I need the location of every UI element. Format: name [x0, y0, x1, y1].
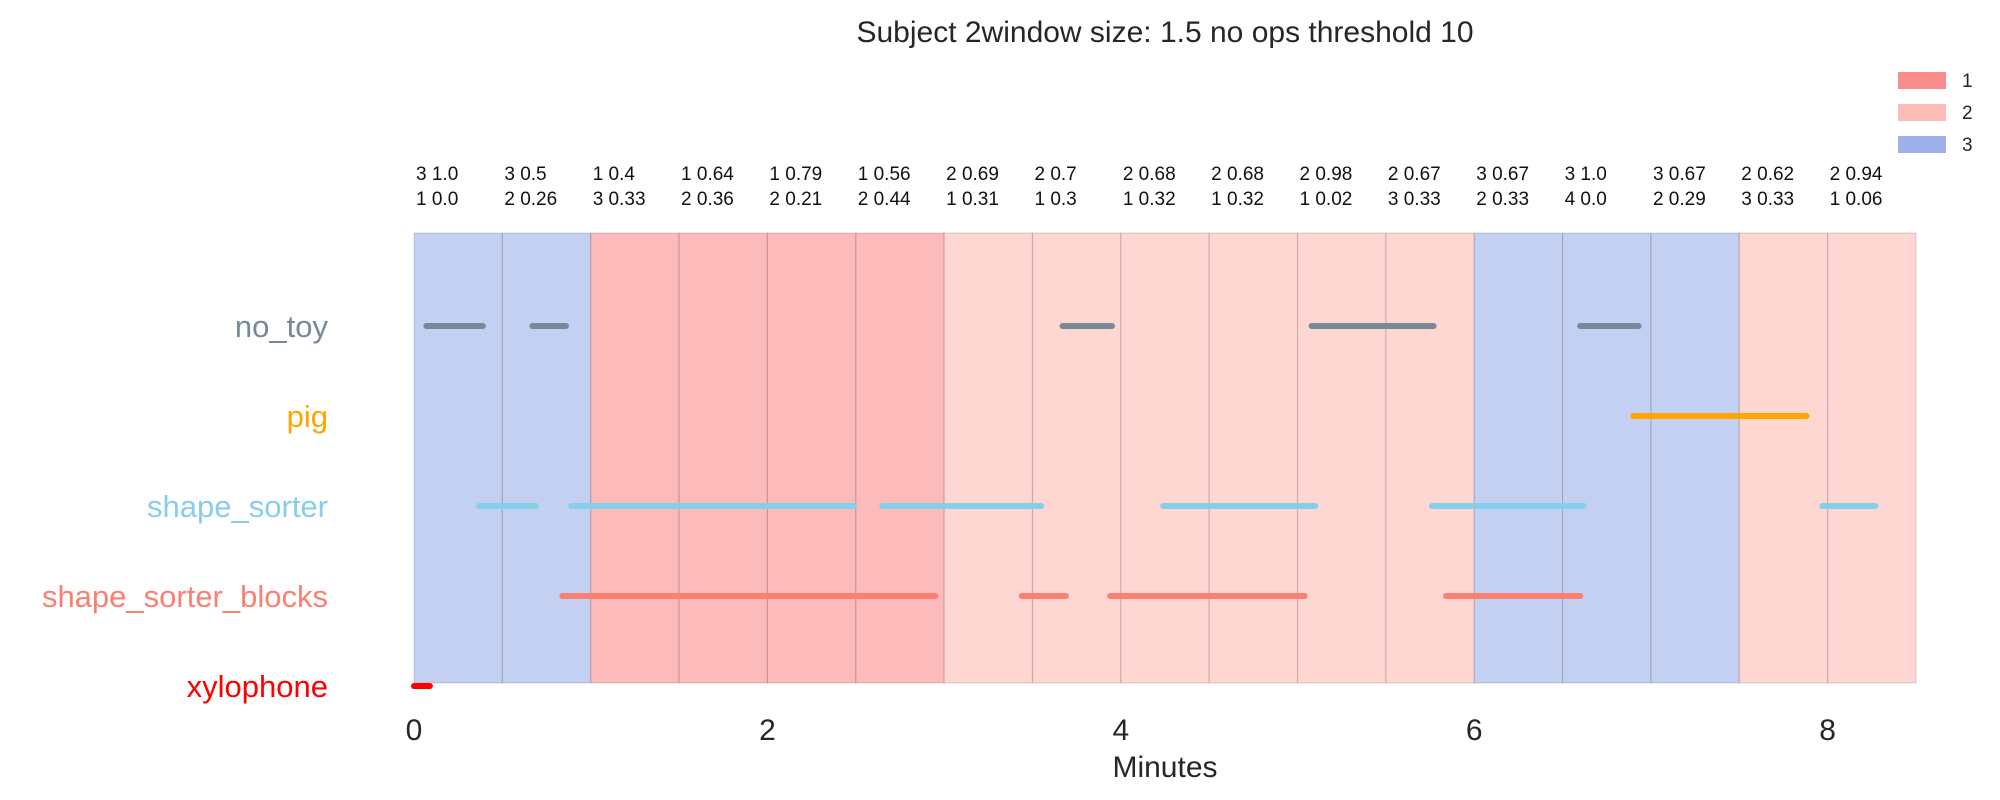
window-band	[1650, 232, 1740, 684]
x-axis-label: Minutes	[1112, 751, 1217, 784]
window-annotation: 2 0.68	[1123, 164, 1176, 185]
window-annotation: 2 0.98	[1300, 164, 1353, 185]
window-annotation: 1 0.32	[1211, 189, 1264, 210]
window-annotation: 2 0.67	[1388, 164, 1441, 185]
window-annotation: 1 0.31	[946, 189, 999, 210]
window-annotation: 1 0.64	[681, 164, 734, 185]
window-band	[1561, 232, 1652, 684]
legend: 1 2 3	[1898, 71, 1973, 156]
window-band	[1738, 232, 1829, 684]
window-annotation: 3 0.33	[1741, 189, 1794, 210]
window-band	[1827, 232, 1917, 684]
row-label: xylophone	[187, 669, 328, 704]
legend-swatch	[1898, 104, 1946, 121]
window-annotation: 1 0.4	[593, 164, 636, 185]
window-band	[1208, 232, 1299, 684]
window-annotation: 2 0.36	[681, 189, 734, 210]
legend-swatch	[1898, 72, 1946, 89]
window-band	[590, 232, 680, 684]
window-annotation: 1 0.06	[1830, 189, 1883, 210]
x-tick-label: 8	[1819, 714, 1836, 747]
window-annotation: 2 0.62	[1741, 164, 1794, 185]
legend-label: 2	[1962, 103, 1973, 124]
window-annotation: 1 0.79	[769, 164, 822, 185]
window-annotation: 2 0.94	[1830, 164, 1883, 185]
window-annotation: 2 0.68	[1211, 164, 1264, 185]
window-annotation: 2 0.29	[1653, 189, 1706, 210]
row-label: pig	[287, 399, 328, 434]
window-band	[1296, 232, 1387, 684]
window-annotation: 2 0.33	[1476, 189, 1529, 210]
x-tick-label: 0	[406, 714, 423, 747]
window-annotation: 1 0.3	[1034, 189, 1076, 210]
window-annotation: 3 0.33	[1388, 189, 1441, 210]
window-annotation: 3 0.67	[1653, 164, 1706, 185]
row-label: no_toy	[235, 309, 329, 344]
window-annotation: 3 0.33	[593, 189, 646, 210]
window-band	[943, 232, 1034, 684]
window-annotation: 2 0.26	[504, 189, 557, 210]
window-annotations: 3 1.0 1 0.0 3 0.5 2 0.26 1 0.4 3 0.33 1 0.64 2 …	[416, 164, 1883, 210]
chart-title: Subject 2window size: 1.5 no ops thresho…	[856, 16, 1473, 49]
x-axis-ticks: 0 2 4 6 8	[406, 714, 1836, 747]
window-annotation: 1 0.32	[1123, 189, 1176, 210]
x-tick-label: 2	[759, 714, 776, 747]
x-tick-label: 4	[1112, 714, 1129, 747]
window-annotation: 1 0.02	[1300, 189, 1353, 210]
window-annotation: 3 0.67	[1476, 164, 1529, 185]
row-label: shape_sorter_blocks	[42, 579, 328, 614]
window-annotation: 3 1.0	[1565, 164, 1607, 185]
window-annotation: 3 1.0	[416, 164, 458, 185]
window-annotation: 2 0.69	[946, 164, 999, 185]
activity-segments	[411, 323, 1879, 689]
window-band	[855, 232, 945, 684]
window-annotation: 3 0.5	[504, 164, 546, 185]
window-annotation: 4 0.0	[1565, 189, 1607, 210]
window-band	[413, 232, 503, 684]
window-annotation: 1 0.56	[858, 164, 911, 185]
window-annotation: 2 0.21	[769, 189, 822, 210]
window-band	[1120, 232, 1210, 684]
window-band	[1031, 232, 1122, 684]
window-annotation: 2 0.44	[858, 189, 911, 210]
legend-label: 3	[1962, 135, 1973, 156]
window-bands	[413, 232, 1917, 684]
window-band	[678, 232, 769, 684]
window-annotation: 1 0.0	[416, 189, 458, 210]
window-band	[1385, 232, 1475, 684]
row-label: shape_sorter	[147, 489, 328, 524]
window-band	[1473, 232, 1564, 684]
x-tick-label: 6	[1466, 714, 1483, 747]
legend-swatch	[1898, 136, 1946, 153]
legend-label: 1	[1962, 71, 1973, 92]
window-band	[766, 232, 857, 684]
window-band	[501, 232, 592, 684]
window-annotation: 2 0.7	[1034, 164, 1076, 185]
